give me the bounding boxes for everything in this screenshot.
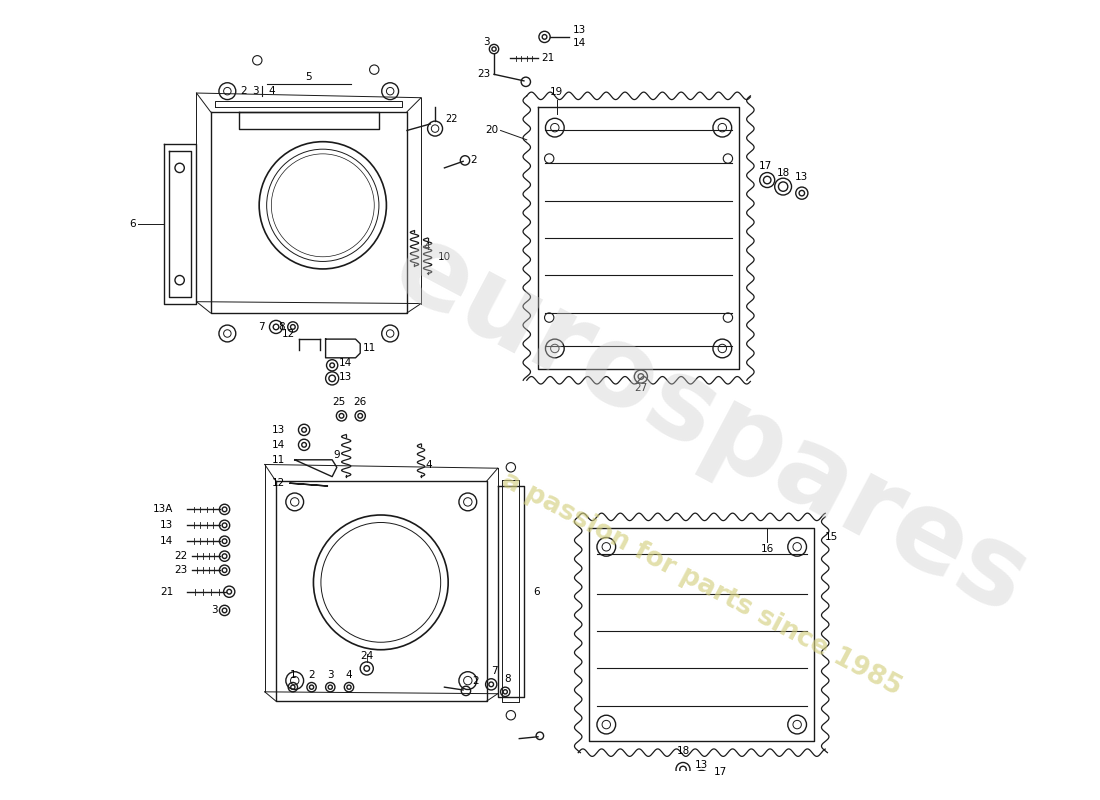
- Text: 11: 11: [363, 343, 376, 354]
- Text: 22: 22: [446, 114, 458, 124]
- Text: 26: 26: [353, 397, 366, 406]
- Text: a passion for parts since 1985: a passion for parts since 1985: [497, 467, 906, 701]
- Text: 13: 13: [573, 26, 586, 35]
- Text: eurospares: eurospares: [376, 213, 1046, 638]
- Text: 18: 18: [777, 167, 790, 178]
- Text: 17: 17: [714, 767, 727, 778]
- Text: 14: 14: [339, 358, 352, 369]
- Text: 20: 20: [485, 126, 498, 135]
- Text: 13: 13: [795, 172, 808, 182]
- Text: 19: 19: [550, 87, 563, 97]
- Text: 7: 7: [491, 666, 497, 676]
- Text: 13A: 13A: [153, 504, 173, 514]
- Text: 8: 8: [278, 322, 285, 332]
- Text: 13: 13: [339, 371, 352, 382]
- Text: 22: 22: [174, 551, 187, 561]
- Text: 13: 13: [160, 520, 173, 530]
- Text: 24: 24: [360, 651, 373, 662]
- Text: 2: 2: [473, 676, 480, 686]
- Text: 4: 4: [345, 670, 352, 680]
- Text: 3: 3: [211, 606, 218, 615]
- Text: 9: 9: [333, 450, 340, 460]
- Text: 23: 23: [477, 70, 491, 79]
- Text: 10: 10: [438, 252, 451, 262]
- Text: 5: 5: [306, 72, 312, 82]
- Text: 6: 6: [534, 586, 540, 597]
- Text: 21: 21: [160, 586, 173, 597]
- Text: 2: 2: [240, 86, 246, 96]
- Text: 12: 12: [272, 478, 285, 488]
- Text: 3: 3: [327, 670, 333, 680]
- Text: 14: 14: [272, 440, 285, 450]
- Text: 3: 3: [252, 86, 258, 96]
- Text: 14: 14: [160, 536, 173, 546]
- Text: 7: 7: [258, 322, 265, 332]
- Text: 12: 12: [282, 330, 295, 339]
- Text: 27: 27: [635, 382, 648, 393]
- Text: 4: 4: [426, 461, 432, 470]
- Text: 18: 18: [676, 746, 690, 756]
- Text: 4: 4: [268, 86, 275, 96]
- Text: 6: 6: [129, 219, 135, 229]
- Text: 14: 14: [573, 38, 586, 49]
- Text: 13: 13: [695, 760, 708, 770]
- Text: 23: 23: [174, 566, 187, 575]
- Text: 17: 17: [759, 161, 772, 171]
- Text: 2: 2: [471, 155, 477, 166]
- Text: 25: 25: [332, 397, 345, 406]
- Text: 4: 4: [424, 242, 430, 253]
- Text: 21: 21: [541, 54, 554, 63]
- Text: 13: 13: [272, 425, 285, 435]
- Text: 2: 2: [308, 670, 315, 680]
- Text: 15: 15: [825, 533, 838, 542]
- Text: 8: 8: [504, 674, 510, 684]
- Text: 16: 16: [760, 544, 773, 554]
- Text: 3: 3: [483, 37, 490, 46]
- Text: 11: 11: [272, 455, 285, 465]
- Text: 1: 1: [289, 670, 296, 680]
